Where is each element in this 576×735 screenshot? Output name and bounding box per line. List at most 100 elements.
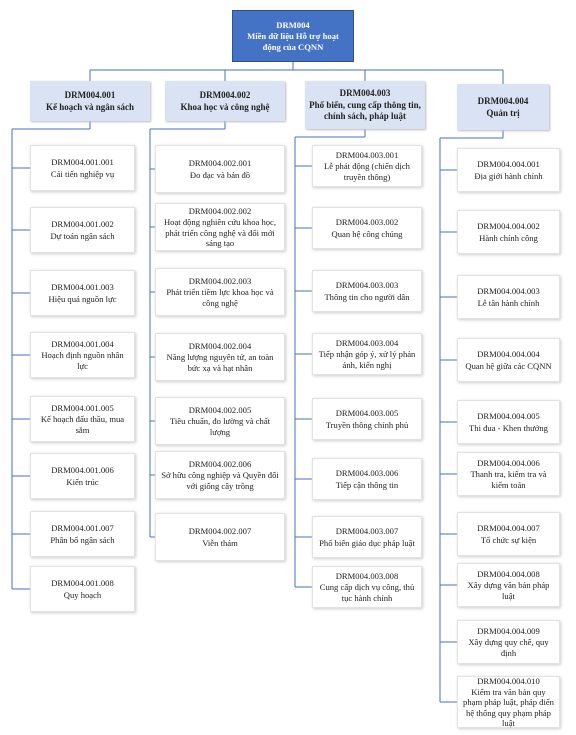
child-node-code: DRM004.002.001 — [188, 158, 252, 169]
child-node-label: Kế hoạch đấu thầu, mua sắm — [40, 414, 125, 435]
child-node: DRM004.004.003 Lễ tân hành chính — [457, 275, 560, 319]
child-node-label: Hoạch định nguồn nhân lực — [41, 350, 124, 371]
group-node: DRM004.004 Quản trị — [457, 84, 549, 130]
child-node-label: Phát triển tiềm lực khoa học và công ngh… — [166, 287, 274, 308]
child-node: DRM004.003.008 Cung cấp dịch vụ công, thủ… — [312, 566, 422, 608]
child-node: DRM004.002.002 Hoạt động nghiên cứu khoa … — [155, 203, 285, 251]
child-node-label: Xây dựng văn bản pháp luật — [467, 580, 550, 601]
child-node-label: Lễ phát động (chiến dịch truyền thông) — [324, 161, 410, 182]
child-node-label: Thanh tra, kiểm tra và kiểm toán — [470, 469, 547, 490]
child-node-code: DRM004.003.004 — [335, 338, 399, 349]
child-node-code: DRM004.004.001 — [477, 159, 540, 170]
child-node-code: DRM004.004.005 — [477, 411, 540, 422]
group-node: DRM004.001 Kế hoạch và ngân sách — [30, 81, 150, 121]
root-node: DRM004 Miền dữ liệu Hỗ trợ hoạt động của … — [232, 10, 354, 62]
child-node-code: DRM004.003.007 — [335, 526, 399, 537]
child-node-code: DRM004.004.003 — [477, 286, 540, 297]
child-node: DRM004.002.004 Năng lượng nguyên tử, an t… — [155, 333, 285, 381]
group-node: DRM004.003 Phổ biến, cung cấp thông tin, … — [305, 81, 425, 129]
child-node-code: DRM004.004.008 — [477, 569, 540, 580]
child-node: DRM004.002.001 Đo đạc và bản đồ — [155, 145, 285, 193]
child-node-code: DRM004.003.005 — [335, 408, 399, 419]
child-node-label: Tổ chức sự kiện — [480, 534, 537, 545]
child-node-label: Cung cấp dịch vụ công, thủ tục hành chín… — [319, 582, 415, 603]
child-node-label: Thi đua - Khen thưởng — [469, 422, 548, 433]
child-node-label: Quan hệ giữa các CQNN — [465, 360, 552, 371]
child-node: DRM004.001.001 Cải tiến nghiệp vụ — [30, 145, 135, 191]
child-node-label: Hiệu quả nguồn lực — [48, 293, 117, 304]
child-node: DRM004.001.007 Phân bổ ngân sách — [30, 511, 135, 557]
child-node: DRM004.002.003 Phát triển tiềm lực khoa h… — [155, 268, 285, 316]
child-node-code: DRM004.004.004 — [477, 349, 540, 360]
child-node-code: DRM004.001.007 — [51, 523, 114, 534]
child-node-label: Phổ biến giáo dục pháp luật — [319, 537, 415, 548]
child-node: DRM004.002.005 Tiêu chuẩn, đo lường và ch… — [155, 397, 285, 445]
root-node-label: Miền dữ liệu Hỗ trợ hoạt động của CQNN — [247, 31, 339, 52]
child-node: DRM004.004.004 Quan hệ giữa các CQNN — [457, 338, 560, 382]
child-node-code: DRM004.001.001 — [51, 157, 114, 168]
group-node-label: Khoa học và công nghệ — [180, 101, 270, 112]
child-node-code: DRM004.004.007 — [477, 523, 540, 534]
group-node-code: DRM004.003 — [339, 88, 391, 99]
child-node: DRM004.001.005 Kế hoạch đấu thầu, mua sắm — [30, 396, 135, 442]
child-node-label: Dự toán ngân sách — [50, 230, 115, 241]
child-node-label: Tiếp nhận góp ý, xử lý phản ánh, kiến ng… — [318, 349, 416, 370]
child-node-code: DRM004.004.006 — [477, 458, 540, 469]
child-node: DRM004.004.009 Xây dựng quy chế, quy định — [457, 620, 560, 664]
child-node-label: Tiếp cận thông tin — [335, 479, 399, 490]
child-node: DRM004.003.005 Truyền thông chính phủ — [312, 398, 422, 440]
child-node: DRM004.001.002 Dự toán ngân sách — [30, 207, 135, 253]
child-node-label: Truyền thông chính phủ — [325, 419, 409, 430]
child-node-label: Tiêu chuẩn, đo lường và chất lượng — [169, 416, 271, 437]
child-node: DRM004.003.001 Lễ phát động (chiến dịch t… — [312, 145, 422, 187]
child-node-code: DRM004.001.003 — [51, 282, 114, 293]
child-node-label: Hoạt động nghiên cứu khoa học, phát triể… — [163, 217, 277, 248]
child-node-label: Địa giới hành chính — [474, 170, 543, 181]
child-node-label: Năng lượng nguyên tử, an toàn bức xạ và … — [166, 352, 274, 373]
child-node-code: DRM004.003.003 — [335, 280, 399, 291]
child-node-code: DRM004.001.002 — [51, 219, 114, 230]
child-node: DRM004.001.003 Hiệu quả nguồn lực — [30, 270, 135, 316]
group-node-code: DRM004.004 — [477, 95, 529, 106]
child-node: DRM004.002.006 Sở hữu công nghiệp và Quyề… — [155, 451, 285, 499]
group-node-label: Quản trị — [486, 107, 520, 118]
child-node-code: DRM004.002.002 — [188, 205, 252, 216]
child-node-code: DRM004.002.004 — [188, 341, 252, 352]
child-node-label: Sở hữu công nghiệp và Quyền đối với giốn… — [161, 470, 279, 491]
child-node-code: DRM004.001.004 — [51, 339, 114, 350]
child-node-code: DRM004.001.005 — [51, 403, 114, 414]
child-node: DRM004.004.006 Thanh tra, kiểm tra và kiể… — [457, 452, 560, 496]
child-node: DRM004.004.007 Tổ chức sự kiện — [457, 512, 560, 556]
child-node: DRM004.004.005 Thi đua - Khen thưởng — [457, 400, 560, 444]
child-node: DRM004.004.008 Xây dựng văn bản pháp luật — [457, 563, 560, 607]
root-node-code: DRM004 — [276, 20, 310, 31]
child-node-label: Đo đạc và bản đồ — [189, 169, 251, 180]
group-node-code: DRM004.001 — [64, 89, 116, 100]
child-node: DRM004.003.006 Tiếp cận thông tin — [312, 458, 422, 500]
child-node: DRM004.004.002 Hành chính công — [457, 210, 560, 254]
child-node-label: Viễn thám — [202, 537, 238, 548]
group-node-label: Phổ biến, cung cấp thông tin, chính sách… — [309, 100, 421, 121]
child-node-label: Lễ tân hành chính — [477, 297, 540, 308]
child-node-code: DRM004.001.008 — [51, 578, 114, 589]
child-node: DRM004.003.003 Thông tin cho người dân — [312, 270, 422, 312]
child-node-code: DRM004.004.009 — [477, 626, 540, 637]
child-node: DRM004.001.008 Quy hoạch — [30, 566, 135, 612]
child-node: DRM004.003.004 Tiếp nhận góp ý, xử lý phả… — [312, 333, 422, 375]
child-node-code: DRM004.002.003 — [188, 276, 252, 287]
child-node-label: Phân bổ ngân sách — [50, 534, 115, 545]
child-node-code: DRM004.003.002 — [335, 217, 399, 228]
child-node-label: Xây dựng quy chế, quy định — [468, 637, 549, 658]
group-node-code: DRM004.002 — [199, 89, 251, 100]
child-node-code: DRM004.002.005 — [188, 405, 252, 416]
child-node-label: Kiến trúc — [66, 476, 99, 487]
child-node: DRM004.001.004 Hoạch định nguồn nhân lực — [30, 332, 135, 378]
child-node-label: Cải tiến nghiệp vụ — [50, 168, 115, 179]
child-node: DRM004.004.010 Kiểm tra văn bản quy phạm … — [457, 676, 560, 728]
child-node-code: DRM004.001.006 — [51, 465, 114, 476]
child-node-label: Kiểm tra văn bản quy phạm pháp luật, phá… — [463, 687, 554, 728]
child-node-code: DRM004.004.010 — [477, 675, 540, 686]
child-node-code: DRM004.003.006 — [335, 468, 399, 479]
child-node: DRM004.003.002 Quan hệ công chúng — [312, 207, 422, 249]
